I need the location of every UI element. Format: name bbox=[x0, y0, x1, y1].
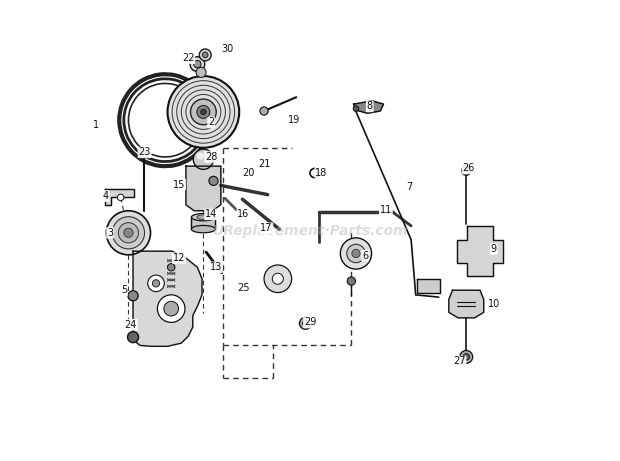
Circle shape bbox=[118, 223, 138, 243]
Text: 15: 15 bbox=[173, 179, 185, 189]
Circle shape bbox=[196, 67, 206, 77]
Circle shape bbox=[199, 49, 211, 61]
Text: 14: 14 bbox=[205, 209, 217, 219]
Polygon shape bbox=[449, 290, 484, 318]
Text: 29: 29 bbox=[304, 318, 316, 327]
Circle shape bbox=[128, 291, 138, 301]
Circle shape bbox=[112, 217, 144, 249]
Text: 25: 25 bbox=[237, 283, 250, 293]
Circle shape bbox=[193, 60, 201, 68]
Circle shape bbox=[347, 244, 365, 263]
Text: 24: 24 bbox=[125, 320, 137, 330]
Circle shape bbox=[347, 277, 355, 285]
Circle shape bbox=[190, 57, 205, 71]
Circle shape bbox=[148, 275, 164, 292]
Circle shape bbox=[128, 331, 138, 343]
Circle shape bbox=[190, 99, 216, 125]
Circle shape bbox=[203, 52, 208, 58]
Text: 6: 6 bbox=[362, 251, 368, 261]
Polygon shape bbox=[133, 251, 202, 346]
Text: UReplacement·Parts.com: UReplacement·Parts.com bbox=[212, 224, 408, 237]
Circle shape bbox=[353, 106, 359, 112]
Text: 4: 4 bbox=[102, 191, 108, 201]
Ellipse shape bbox=[192, 213, 215, 221]
Circle shape bbox=[167, 76, 239, 148]
Circle shape bbox=[260, 107, 268, 115]
Circle shape bbox=[299, 317, 311, 329]
Circle shape bbox=[197, 106, 210, 118]
Text: 8: 8 bbox=[366, 101, 373, 112]
Text: 19: 19 bbox=[288, 115, 300, 125]
Text: 28: 28 bbox=[205, 152, 218, 162]
Text: 10: 10 bbox=[488, 299, 500, 309]
Text: 13: 13 bbox=[210, 262, 222, 272]
Circle shape bbox=[140, 151, 148, 158]
Circle shape bbox=[197, 153, 204, 160]
Text: 21: 21 bbox=[258, 159, 270, 169]
Polygon shape bbox=[186, 166, 221, 211]
Circle shape bbox=[209, 176, 218, 185]
Circle shape bbox=[462, 166, 471, 175]
Circle shape bbox=[340, 238, 371, 269]
Polygon shape bbox=[417, 279, 440, 293]
Text: 27: 27 bbox=[453, 356, 466, 366]
Text: 18: 18 bbox=[316, 168, 327, 178]
Circle shape bbox=[167, 264, 175, 271]
Text: 23: 23 bbox=[138, 148, 151, 157]
Circle shape bbox=[164, 301, 179, 316]
Polygon shape bbox=[353, 101, 384, 113]
Circle shape bbox=[193, 149, 213, 169]
Circle shape bbox=[303, 320, 308, 326]
Circle shape bbox=[352, 249, 360, 258]
Circle shape bbox=[124, 228, 133, 237]
Ellipse shape bbox=[192, 225, 215, 233]
Text: 11: 11 bbox=[379, 205, 392, 215]
Circle shape bbox=[264, 265, 291, 293]
Circle shape bbox=[153, 280, 160, 287]
Circle shape bbox=[117, 194, 124, 201]
Polygon shape bbox=[457, 226, 503, 277]
Text: 26: 26 bbox=[463, 164, 475, 173]
Text: 30: 30 bbox=[221, 44, 233, 54]
Circle shape bbox=[201, 109, 206, 115]
Circle shape bbox=[157, 295, 185, 322]
Circle shape bbox=[107, 211, 151, 255]
Circle shape bbox=[463, 354, 469, 360]
Circle shape bbox=[272, 273, 283, 284]
Text: 16: 16 bbox=[237, 209, 249, 219]
Text: 9: 9 bbox=[491, 244, 497, 254]
Text: 17: 17 bbox=[260, 223, 273, 233]
Ellipse shape bbox=[197, 215, 210, 219]
Text: 3: 3 bbox=[107, 228, 113, 238]
Text: 5: 5 bbox=[121, 285, 127, 295]
Text: 12: 12 bbox=[173, 253, 185, 263]
Text: 1: 1 bbox=[93, 120, 99, 130]
Text: 22: 22 bbox=[182, 53, 195, 63]
Text: 2: 2 bbox=[208, 118, 215, 128]
Circle shape bbox=[460, 350, 472, 363]
Text: 7: 7 bbox=[405, 182, 412, 192]
Bar bbox=[192, 217, 215, 229]
Polygon shape bbox=[105, 189, 135, 205]
Text: 20: 20 bbox=[242, 168, 254, 178]
